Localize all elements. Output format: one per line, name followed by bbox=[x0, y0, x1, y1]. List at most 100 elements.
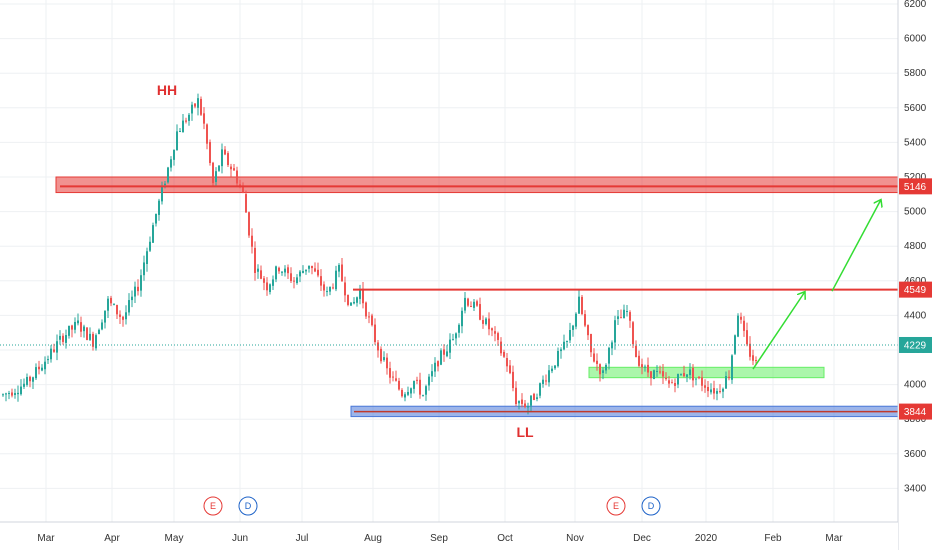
candle bbox=[398, 377, 400, 391]
candle-body bbox=[719, 391, 721, 393]
candle-body bbox=[257, 268, 259, 272]
candle bbox=[740, 312, 742, 324]
candle bbox=[638, 350, 640, 368]
candle-body bbox=[548, 370, 550, 383]
candle bbox=[218, 165, 220, 172]
candle bbox=[470, 301, 472, 308]
candle-body bbox=[392, 376, 394, 378]
candle-body bbox=[281, 271, 283, 273]
price-tag-label: 4549 bbox=[904, 285, 927, 296]
candle-body bbox=[230, 166, 232, 170]
candle bbox=[746, 322, 748, 347]
candle bbox=[314, 262, 316, 273]
candle bbox=[215, 167, 217, 187]
candle-body bbox=[323, 284, 325, 291]
candle bbox=[413, 380, 415, 394]
candle bbox=[404, 392, 406, 402]
candle bbox=[731, 354, 733, 384]
candle-body bbox=[80, 322, 82, 332]
candle-body bbox=[122, 316, 124, 320]
candle bbox=[203, 107, 205, 130]
candle bbox=[650, 371, 652, 386]
candle-body bbox=[326, 291, 328, 293]
candle-body bbox=[332, 287, 334, 289]
event-marker[interactable]: E bbox=[203, 496, 223, 516]
candle bbox=[701, 370, 703, 392]
candle bbox=[152, 222, 154, 243]
candle-body bbox=[599, 364, 601, 375]
candle bbox=[554, 365, 556, 370]
candle bbox=[320, 269, 322, 292]
candle-body bbox=[296, 277, 298, 283]
candle bbox=[80, 316, 82, 338]
candle bbox=[281, 271, 283, 276]
price-tag: 4229 bbox=[899, 336, 932, 353]
candle bbox=[476, 299, 478, 307]
candle-body bbox=[278, 267, 280, 272]
price-tick-label: 5600 bbox=[904, 103, 927, 114]
candle-body bbox=[635, 345, 637, 358]
candle-body bbox=[314, 268, 316, 272]
event-circle bbox=[203, 496, 223, 516]
candle-body bbox=[527, 406, 529, 408]
candle-body bbox=[638, 355, 640, 366]
time-tick-label: Jul bbox=[296, 533, 309, 544]
candle-body bbox=[182, 120, 184, 133]
candle bbox=[146, 247, 148, 272]
candle bbox=[737, 313, 739, 338]
candle bbox=[98, 328, 100, 335]
price-tag-bg bbox=[899, 178, 932, 195]
price-tag-label: 5146 bbox=[904, 182, 927, 193]
candle bbox=[266, 277, 268, 296]
price-axis[interactable]: 3400360038004000420044004600480050005200… bbox=[897, 0, 932, 550]
candle-body bbox=[578, 296, 580, 314]
projection-arrow-2 bbox=[831, 199, 881, 292]
candle bbox=[527, 402, 529, 415]
candle bbox=[182, 113, 184, 133]
event-marker[interactable]: E bbox=[606, 496, 626, 516]
candle bbox=[167, 166, 169, 184]
candle bbox=[632, 321, 634, 349]
candle bbox=[17, 385, 19, 402]
price-tick-label: 3800 bbox=[904, 414, 927, 425]
candle bbox=[113, 303, 115, 306]
time-axis[interactable]: Mar Apr May Jun Jul Aug Sep Oct Nov Dec 2020 Feb Mar bbox=[0, 521, 898, 550]
candle bbox=[206, 123, 208, 150]
candle bbox=[134, 281, 136, 303]
candle bbox=[56, 334, 58, 361]
candle-body bbox=[236, 170, 238, 184]
candle bbox=[29, 375, 31, 388]
candle-body bbox=[173, 149, 175, 160]
candle-body bbox=[458, 324, 460, 333]
candle bbox=[551, 365, 553, 374]
chart-lines bbox=[0, 185, 898, 413]
candle bbox=[65, 329, 67, 349]
candle bbox=[605, 363, 607, 374]
candle bbox=[212, 161, 214, 187]
candle-body bbox=[695, 378, 697, 380]
event-marker[interactable]: D bbox=[641, 496, 661, 516]
candle-body bbox=[623, 309, 625, 319]
candle bbox=[668, 376, 670, 388]
candle bbox=[326, 286, 328, 297]
candle bbox=[662, 363, 664, 384]
candlestick-series bbox=[2, 93, 757, 415]
candle-body bbox=[410, 388, 412, 394]
candle-body bbox=[359, 290, 361, 299]
candle-body bbox=[482, 320, 484, 324]
candle bbox=[479, 297, 481, 321]
candle-body bbox=[167, 167, 169, 183]
candle bbox=[158, 198, 160, 221]
candle bbox=[752, 349, 754, 366]
candle bbox=[722, 387, 724, 399]
candle-body bbox=[62, 335, 64, 342]
candle bbox=[59, 330, 61, 345]
candle bbox=[584, 310, 586, 328]
candle bbox=[116, 304, 118, 319]
price-tick-label: 4800 bbox=[904, 241, 927, 252]
event-marker[interactable]: D bbox=[238, 496, 258, 516]
candle bbox=[350, 302, 352, 306]
candle bbox=[635, 340, 637, 358]
